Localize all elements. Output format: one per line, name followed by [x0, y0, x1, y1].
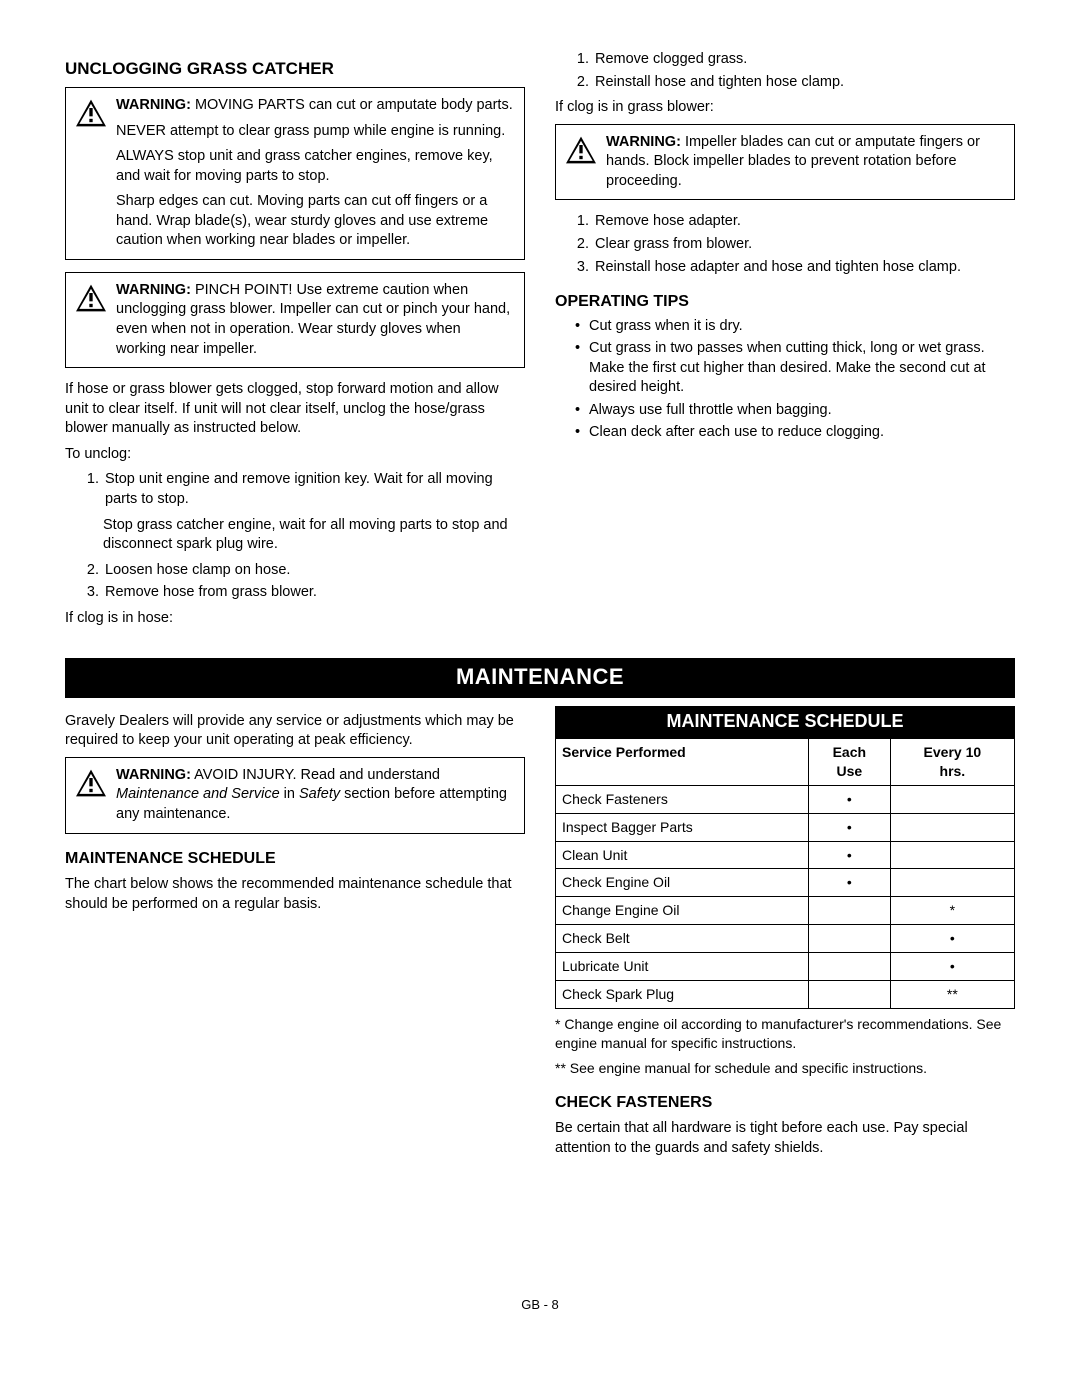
ordered-list: Remove hose adapter. Clear grass from bl… [555, 212, 1015, 277]
table-cell: Lubricate Unit [556, 953, 809, 981]
paragraph: If hose or grass blower gets clogged, st… [65, 380, 525, 439]
warning-text: WARNING: PINCH POINT! Use extreme cautio… [116, 281, 514, 359]
warning-icon [564, 135, 598, 165]
table-cell: • [808, 841, 890, 869]
table-cell: • [808, 813, 890, 841]
warning-icon [74, 283, 108, 313]
tips-list: Cut grass when it is dry. Cut grass in t… [555, 317, 1015, 443]
table-cell: Inspect Bagger Parts [556, 813, 809, 841]
table-cell: • [808, 785, 890, 813]
footnote: * Change engine oil according to manufac… [555, 1015, 1015, 1053]
table-cell [808, 925, 890, 953]
table-cell: Check Belt [556, 925, 809, 953]
section-bar-maintenance: MAINTENANCE [65, 658, 1015, 698]
table-cell [890, 785, 1014, 813]
table-cell: • [890, 953, 1014, 981]
warning-text: WARNING: MOVING PARTS can cut or amputat… [116, 96, 514, 251]
maintenance-schedule-table: Service Performed EachUse Every 10hrs. C… [555, 738, 1015, 1009]
table-cell: • [890, 925, 1014, 953]
table-cell: Check Engine Oil [556, 869, 809, 897]
paragraph: To unclog: [65, 445, 525, 465]
warning-icon [74, 768, 108, 798]
page-footer: GB - 8 [65, 1296, 1015, 1314]
table-cell: Clean Unit [556, 841, 809, 869]
list-item: Stop unit engine and remove ignition key… [103, 470, 525, 509]
table-title-bar: MAINTENANCE SCHEDULE [555, 706, 1015, 738]
footnote: ** See engine manual for schedule and sp… [555, 1059, 1015, 1078]
ordered-list: Loosen hose clamp on hose. Remove hose f… [65, 561, 525, 603]
table-cell: Change Engine Oil [556, 897, 809, 925]
warning-box-impeller: WARNING: Impeller blades can cut or ampu… [555, 124, 1015, 201]
warning-box-moving-parts: WARNING: MOVING PARTS can cut or amputat… [65, 87, 525, 260]
list-item: Cut grass in two passes when cutting thi… [575, 339, 1015, 398]
paragraph: Gravely Dealers will provide any service… [65, 712, 525, 751]
warning-text: WARNING: AVOID INJURY. Read and understa… [116, 766, 514, 825]
list-item: Clean deck after each use to reduce clog… [575, 423, 1015, 443]
list-item: Remove hose adapter. [593, 212, 1015, 232]
paragraph: If clog is in hose: [65, 609, 525, 629]
warning-text: WARNING: Impeller blades can cut or ampu… [606, 133, 1004, 192]
heading-check-fasteners: CHECK FASTENERS [555, 1092, 1015, 1114]
list-item: Remove clogged grass. [593, 50, 1015, 70]
list-item: Reinstall hose adapter and hose and tigh… [593, 258, 1015, 278]
table-cell [808, 897, 890, 925]
list-item: Clear grass from blower. [593, 235, 1015, 255]
table-cell [808, 953, 890, 981]
table-cell: Check Fasteners [556, 785, 809, 813]
list-item: Cut grass when it is dry. [575, 317, 1015, 337]
warning-icon [74, 98, 108, 128]
table-cell: ** [890, 981, 1014, 1009]
warning-box-pinch-point: WARNING: PINCH POINT! Use extreme cautio… [65, 272, 525, 368]
table-header: EachUse [808, 738, 890, 785]
maintenance-schedule-block: MAINTENANCE SCHEDULE Service Performed E… [555, 706, 1015, 1159]
heading-unclogging: UNCLOGGING GRASS CATCHER [65, 58, 525, 81]
list-item: Loosen hose clamp on hose. [103, 561, 525, 581]
table-cell [890, 813, 1014, 841]
heading-maintenance-schedule: MAINTENANCE SCHEDULE [65, 848, 525, 870]
table-cell: • [808, 869, 890, 897]
list-item: Always use full throttle when bagging. [575, 401, 1015, 421]
table-cell: * [890, 897, 1014, 925]
warning-box-avoid-injury: WARNING: AVOID INJURY. Read and understa… [65, 757, 525, 834]
paragraph: If clog is in grass blower: [555, 98, 1015, 118]
paragraph: The chart below shows the recommended ma… [65, 875, 525, 914]
table-cell: Check Spark Plug [556, 981, 809, 1009]
table-header: Service Performed [556, 738, 809, 785]
table-cell [890, 841, 1014, 869]
table-header: Every 10hrs. [890, 738, 1014, 785]
paragraph: Stop grass catcher engine, wait for all … [65, 516, 525, 555]
table-cell [808, 981, 890, 1009]
ordered-list: Stop unit engine and remove ignition key… [65, 470, 525, 509]
heading-operating-tips: OPERATING TIPS [555, 291, 1015, 313]
ordered-list: Remove clogged grass. Reinstall hose and… [555, 50, 1015, 92]
list-item: Reinstall hose and tighten hose clamp. [593, 73, 1015, 93]
table-cell [890, 869, 1014, 897]
paragraph: Be certain that all hardware is tight be… [555, 1119, 1015, 1158]
list-item: Remove hose from grass blower. [103, 583, 525, 603]
